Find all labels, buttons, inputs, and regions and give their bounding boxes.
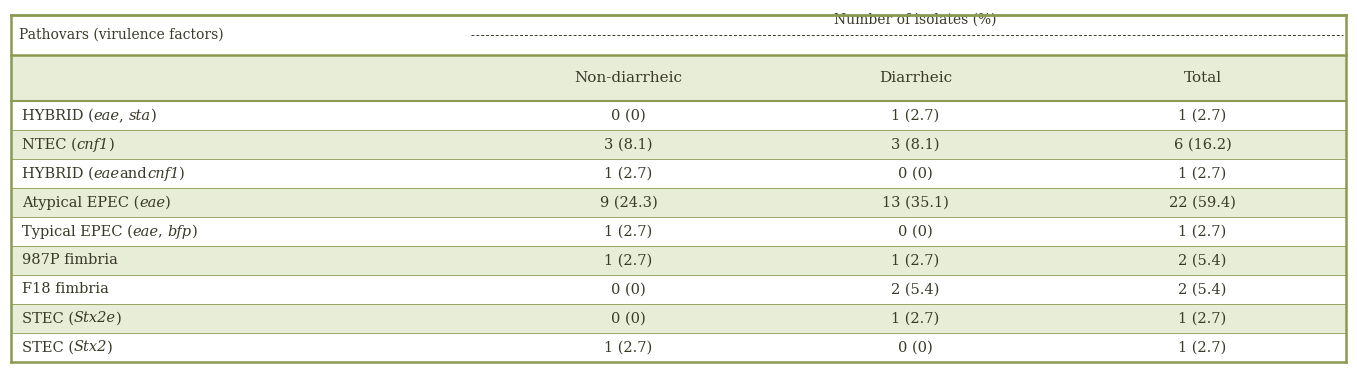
Text: Typical EPEC (: Typical EPEC ( [22, 224, 133, 239]
Bar [11, 188, 1346, 217]
Text: F18 fimbria: F18 fimbria [22, 282, 109, 296]
Text: 987P fimbria: 987P fimbria [22, 254, 118, 268]
Text: 2 (5.4): 2 (5.4) [892, 282, 939, 296]
Text: 0 (0): 0 (0) [611, 109, 646, 123]
Text: 0 (0): 0 (0) [898, 225, 932, 238]
Text: Number of isolates (%): Number of isolates (%) [835, 13, 997, 27]
Text: bfp: bfp [168, 225, 191, 238]
Text: STEC (: STEC ( [22, 311, 73, 325]
Bar [11, 15, 1346, 55]
Text: 1 (2.7): 1 (2.7) [604, 167, 653, 181]
Text: cnf1: cnf1 [147, 167, 179, 181]
Text: 1 (2.7): 1 (2.7) [604, 225, 653, 238]
Text: NTEC (: NTEC ( [22, 138, 76, 152]
Bar [11, 275, 1346, 304]
Text: ): ) [191, 225, 198, 238]
Text: 1 (2.7): 1 (2.7) [1178, 311, 1227, 325]
Text: ): ) [115, 311, 122, 325]
Text: 22 (59.4): 22 (59.4) [1170, 196, 1236, 210]
Text: 0 (0): 0 (0) [611, 311, 646, 325]
Text: Stx2e: Stx2e [73, 311, 115, 325]
Bar [11, 217, 1346, 246]
Text: ): ) [179, 167, 185, 181]
Text: ): ) [107, 340, 113, 354]
Text: HYBRID (: HYBRID ( [22, 167, 94, 181]
Text: 0 (0): 0 (0) [898, 167, 932, 181]
Text: eae: eae [138, 196, 166, 210]
Text: 1 (2.7): 1 (2.7) [604, 340, 653, 354]
Bar [11, 304, 1346, 333]
Text: cnf1: cnf1 [76, 138, 109, 152]
Text: Stx2: Stx2 [73, 340, 107, 354]
Text: 1 (2.7): 1 (2.7) [892, 254, 939, 268]
Text: 1 (2.7): 1 (2.7) [1178, 225, 1227, 238]
Bar [11, 130, 1346, 159]
Text: 1 (2.7): 1 (2.7) [1178, 167, 1227, 181]
Text: ,: , [159, 225, 168, 238]
Text: 1 (2.7): 1 (2.7) [1178, 340, 1227, 354]
Text: Non-diarrheic: Non-diarrheic [574, 71, 683, 85]
Text: 2 (5.4): 2 (5.4) [1178, 282, 1227, 296]
Text: 3 (8.1): 3 (8.1) [604, 138, 653, 152]
Text: ): ) [151, 109, 156, 123]
Text: 0 (0): 0 (0) [611, 282, 646, 296]
Text: ): ) [166, 196, 171, 210]
Text: HYBRID (: HYBRID ( [22, 109, 94, 123]
Text: 0 (0): 0 (0) [898, 340, 932, 354]
Bar [11, 159, 1346, 188]
Text: Pathovars (virulence factors): Pathovars (virulence factors) [19, 28, 224, 42]
Text: 13 (35.1): 13 (35.1) [882, 196, 949, 210]
Text: and: and [119, 167, 147, 181]
Text: 6 (16.2): 6 (16.2) [1174, 138, 1231, 152]
Bar [11, 333, 1346, 362]
Text: sta: sta [129, 109, 151, 123]
Text: 3 (8.1): 3 (8.1) [892, 138, 940, 152]
Text: Atypical EPEC (: Atypical EPEC ( [22, 196, 138, 210]
Text: ): ) [109, 138, 114, 152]
Text: 1 (2.7): 1 (2.7) [604, 254, 653, 268]
Text: 1 (2.7): 1 (2.7) [892, 109, 939, 123]
Bar [11, 101, 1346, 130]
Text: 2 (5.4): 2 (5.4) [1178, 254, 1227, 268]
Text: STEC (: STEC ( [22, 340, 73, 354]
Text: eae: eae [94, 167, 119, 181]
Bar [11, 246, 1346, 275]
Text: eae: eae [133, 225, 159, 238]
Text: 1 (2.7): 1 (2.7) [1178, 109, 1227, 123]
Bar [11, 55, 1346, 101]
Text: 1 (2.7): 1 (2.7) [892, 311, 939, 325]
Text: eae: eae [94, 109, 119, 123]
Text: Total: Total [1183, 71, 1221, 85]
Text: Diarrheic: Diarrheic [879, 71, 953, 85]
Text: ,: , [119, 109, 129, 123]
Text: 9 (24.3): 9 (24.3) [600, 196, 657, 210]
